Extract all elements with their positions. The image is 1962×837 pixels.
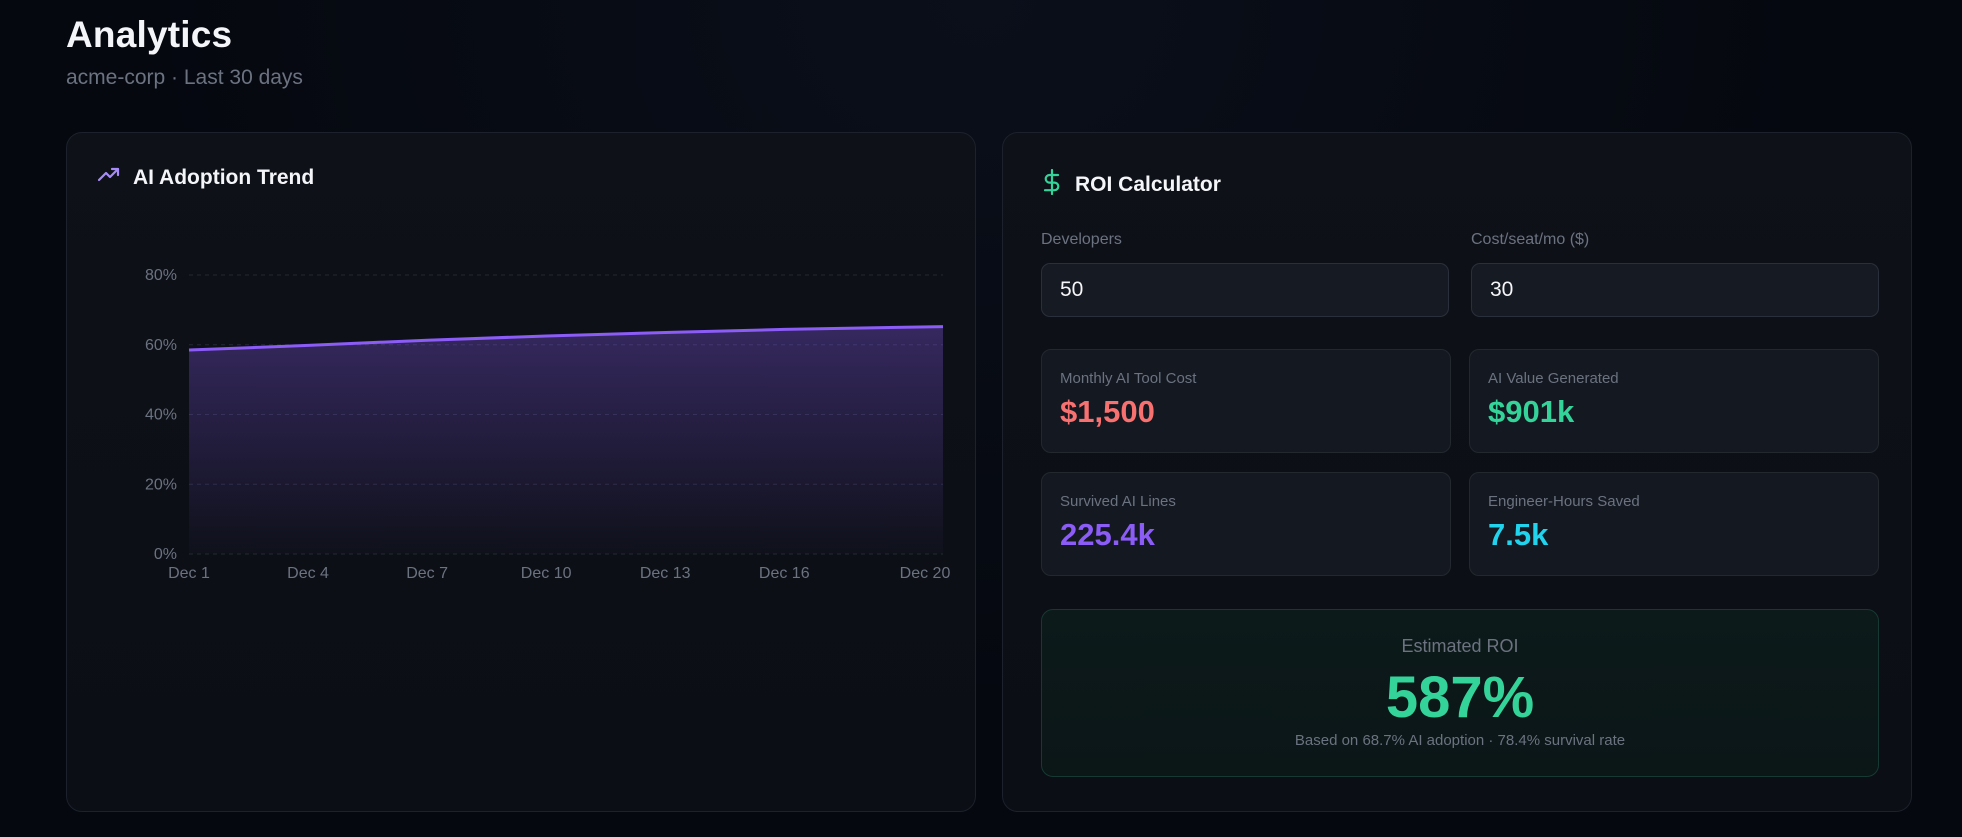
cost-per-seat-input[interactable] xyxy=(1471,263,1879,317)
roi-card-title: ROI Calculator xyxy=(1075,172,1221,196)
y-tick-label: 0% xyxy=(154,546,177,563)
cost-per-seat-label: Cost/seat/mo ($) xyxy=(1471,231,1590,248)
monthly-cost-stat: Monthly AI Tool Cost $1,500 xyxy=(1041,349,1451,453)
trending-up-icon xyxy=(97,163,121,192)
stat-label: AI Value Generated xyxy=(1488,370,1619,387)
x-tick-label: Dec 20 xyxy=(900,565,951,582)
ai-value-stat: AI Value Generated $901k xyxy=(1469,349,1879,453)
y-tick-label: 40% xyxy=(145,407,177,424)
adoption-chart: 0% 20% 40% 60% 80% Dec 1 Dec 4 Dec 7 Dec 10 Dec … xyxy=(67,213,977,673)
y-tick-label: 80% xyxy=(145,267,177,284)
page-subtitle: acme-corp · Last 30 days xyxy=(66,66,303,89)
roi-value: 587% xyxy=(1385,665,1535,730)
page-title: Analytics xyxy=(66,14,233,55)
adoption-card-header: AI Adoption Trend xyxy=(97,163,314,192)
stat-value: 7.5k xyxy=(1488,517,1549,552)
dollar-icon xyxy=(1041,168,1063,200)
roi-note: Based on 68.7% AI adoption · 78.4% survi… xyxy=(1294,732,1626,749)
stat-label: Engineer-Hours Saved xyxy=(1488,493,1640,510)
stat-value: $1,500 xyxy=(1060,394,1155,429)
stat-label: Monthly AI Tool Cost xyxy=(1060,370,1197,387)
developers-input[interactable] xyxy=(1041,263,1449,317)
roi-label: Estimated ROI xyxy=(1401,636,1519,656)
roi-card-header: ROI Calculator xyxy=(1041,168,1221,200)
adoption-trend-card: AI Adoption Trend 0% 20% 40% 60% 80% Dec 1 De… xyxy=(66,132,976,812)
x-tick-label: Dec 10 xyxy=(521,565,572,582)
x-tick-label: Dec 16 xyxy=(759,565,810,582)
x-tick-label: Dec 1 xyxy=(168,565,210,582)
hours-saved-stat: Engineer-Hours Saved 7.5k xyxy=(1469,472,1879,576)
x-tick-label: Dec 7 xyxy=(406,565,448,582)
developers-label: Developers xyxy=(1041,231,1122,248)
estimated-roi-box: Estimated ROI 587% Based on 68.7% AI ado… xyxy=(1041,609,1879,777)
x-tick-label: Dec 4 xyxy=(287,565,329,582)
adoption-chart-svg: 0% 20% 40% 60% 80% Dec 1 Dec 4 Dec 7 Dec 10 Dec … xyxy=(145,267,951,582)
y-tick-label: 60% xyxy=(145,337,177,354)
x-tick-label: Dec 13 xyxy=(640,565,691,582)
stat-value: 225.4k xyxy=(1060,517,1155,552)
stat-value: $901k xyxy=(1488,394,1575,429)
y-tick-label: 20% xyxy=(145,476,177,493)
adoption-card-title: AI Adoption Trend xyxy=(133,165,315,189)
adoption-area xyxy=(189,326,943,554)
survived-lines-stat: Survived AI Lines 225.4k xyxy=(1041,472,1451,576)
stat-label: Survived AI Lines xyxy=(1060,493,1176,510)
adoption-line xyxy=(188,325,944,352)
roi-calculator-card: ROI Calculator Developers Cost/seat/mo (… xyxy=(1002,132,1912,812)
